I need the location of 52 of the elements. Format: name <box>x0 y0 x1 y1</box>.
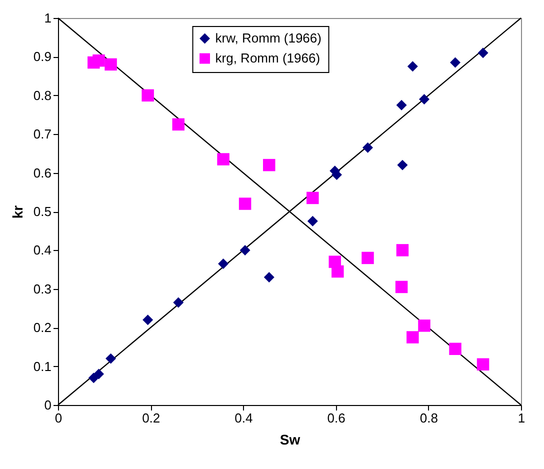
point <box>142 89 154 102</box>
legend-label: krw, Romm (1966) <box>215 30 322 46</box>
point <box>396 244 409 256</box>
point <box>173 297 184 308</box>
point <box>418 94 430 105</box>
y-tick-label: 0 <box>44 398 52 412</box>
x-axis-title: Sw <box>280 432 300 448</box>
point <box>172 118 185 131</box>
legend-label: krg, Romm (1966) <box>215 50 320 66</box>
point <box>476 358 490 370</box>
y-tick-label: 0.7 <box>33 126 52 142</box>
point <box>264 272 274 283</box>
y-tick-label: 1 <box>44 10 52 26</box>
y-tick-label: 0.2 <box>33 320 52 336</box>
y-tick-label: 0.3 <box>33 281 52 296</box>
point <box>406 331 419 344</box>
point <box>450 57 460 68</box>
point <box>307 216 318 226</box>
point <box>478 48 488 58</box>
point <box>306 192 319 204</box>
point <box>449 342 462 356</box>
x-tick-label: 1 <box>518 410 526 426</box>
point <box>407 61 418 72</box>
point <box>94 368 104 380</box>
x-tick-label: 0.6 <box>327 410 346 426</box>
point <box>218 258 229 269</box>
point <box>362 252 374 264</box>
y-tick-label: 0.8 <box>33 88 52 103</box>
point <box>240 244 250 256</box>
point <box>263 158 276 172</box>
y-tick-label: 0.4 <box>33 242 52 258</box>
point <box>92 54 105 67</box>
y-tick-label: 0.5 <box>33 204 52 219</box>
point <box>362 142 373 153</box>
point <box>106 353 116 364</box>
point <box>104 58 117 71</box>
point <box>332 265 344 278</box>
point <box>418 320 430 332</box>
point <box>395 280 408 294</box>
x-tick-label: 0 <box>54 410 62 426</box>
y-tick-label: 0.6 <box>33 165 52 180</box>
y-tick-label: 0.9 <box>33 49 52 64</box>
x-tick-label: 0.8 <box>420 410 438 426</box>
point <box>396 100 407 110</box>
point <box>142 314 154 326</box>
x-tick-label: 0.2 <box>142 410 160 426</box>
point <box>238 198 252 210</box>
y-tick-label: 0.1 <box>33 358 52 374</box>
point <box>397 160 408 170</box>
y-axis-title: kr <box>9 204 26 219</box>
point <box>217 153 230 166</box>
x-tick-label: 0.4 <box>234 410 253 426</box>
